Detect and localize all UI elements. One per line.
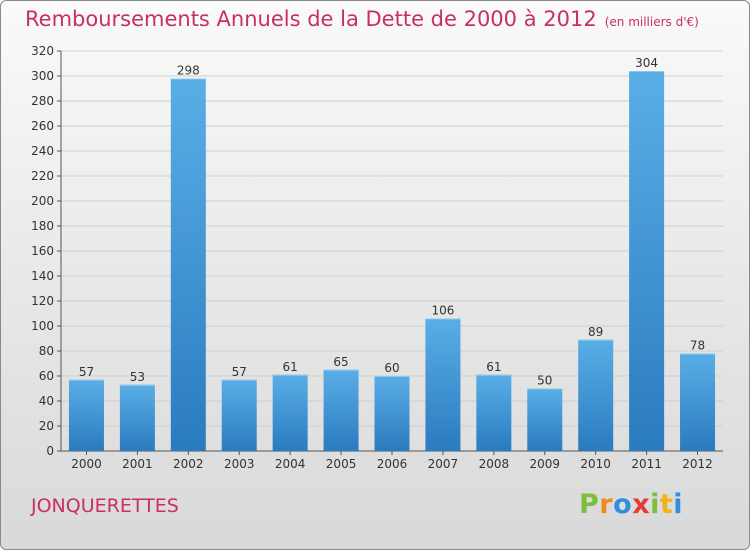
- y-tick-label: 40: [39, 394, 54, 408]
- y-tick-label: 20: [39, 419, 54, 433]
- bar-2002: [170, 78, 206, 451]
- y-tick-label: 320: [31, 44, 54, 58]
- bar-2010: [578, 339, 614, 451]
- x-tick-label: 2005: [326, 457, 357, 471]
- x-tick-label: 2000: [71, 457, 102, 471]
- axes: 0 20 40 60 80 100 120 140 160 180 200 220 240 260 280 3…: [31, 44, 723, 471]
- x-tick-label: 2012: [682, 457, 713, 471]
- value-label: 89: [588, 325, 603, 339]
- chart-title: Remboursements Annuels de la Dette de 20…: [25, 7, 699, 31]
- value-label: 106: [431, 304, 454, 318]
- value-label: 304: [635, 56, 658, 70]
- chart-subtitle: (en milliers d'€): [604, 15, 699, 29]
- bar-2012: [680, 353, 716, 451]
- y-tick-label: 100: [31, 319, 54, 333]
- logo-letter: t: [659, 489, 674, 520]
- x-tick-label: 2004: [275, 457, 306, 471]
- y-tick-label: 80: [39, 344, 54, 358]
- value-label: 298: [177, 64, 200, 78]
- value-label: 65: [333, 355, 348, 369]
- y-tick-label: 180: [31, 219, 54, 233]
- value-label: 57: [232, 365, 247, 379]
- value-labels: 57 53 298 57 61 65 60 106 61 50 89 304 78: [79, 56, 705, 388]
- y-tick-label: 240: [31, 144, 54, 158]
- y-tick-label: 140: [31, 269, 54, 283]
- x-tick-label: 2007: [428, 457, 459, 471]
- logo-letter: i: [673, 489, 684, 520]
- logo-letter: x: [632, 489, 651, 520]
- value-label: 78: [690, 339, 705, 353]
- x-tick-label: 2002: [173, 457, 204, 471]
- y-tick-label: 220: [31, 169, 54, 183]
- proxiti-logo[interactable]: Proxiti: [579, 489, 683, 520]
- y-tick-label: 280: [31, 94, 54, 108]
- value-label: 50: [537, 374, 552, 388]
- x-tick-label: 2006: [377, 457, 408, 471]
- chart-title-text: Remboursements Annuels de la Dette de 20…: [25, 7, 597, 31]
- bar-2008: [476, 374, 512, 451]
- x-tick-label: 2009: [529, 457, 560, 471]
- x-tick-label: 2008: [479, 457, 510, 471]
- x-tick-label: 2001: [122, 457, 153, 471]
- y-tick-label: 0: [46, 444, 54, 458]
- bar-2005: [323, 369, 359, 451]
- bar-2000: [68, 379, 104, 451]
- value-label: 53: [130, 370, 145, 384]
- bar-2001: [119, 384, 155, 451]
- y-tick-label: 260: [31, 119, 54, 133]
- y-tick-label: 120: [31, 294, 54, 308]
- bars: [68, 71, 716, 451]
- x-tick-label: 2011: [631, 457, 662, 471]
- bar-2006: [374, 376, 410, 451]
- logo-letter: P: [579, 489, 600, 520]
- logo-letter: i: [650, 489, 660, 520]
- bar-2011: [629, 71, 665, 451]
- x-tick-label: 2003: [224, 457, 255, 471]
- logo-letter: o: [613, 489, 633, 520]
- bar-2007: [425, 318, 461, 451]
- town-name: JONQUERETTES: [31, 495, 179, 517]
- y-tick-label: 200: [31, 194, 54, 208]
- y-tick-label: 60: [39, 369, 54, 383]
- bar-2003: [221, 379, 257, 451]
- value-label: 57: [79, 365, 94, 379]
- value-label: 60: [384, 361, 399, 375]
- y-tick-label: 300: [31, 69, 54, 83]
- bar-2009: [527, 388, 563, 451]
- x-tick-label: 2010: [580, 457, 611, 471]
- logo-letter: r: [599, 489, 614, 520]
- value-label: 61: [486, 360, 501, 374]
- y-tick-label: 160: [31, 244, 54, 258]
- value-label: 61: [283, 360, 298, 374]
- bar-2004: [272, 374, 308, 451]
